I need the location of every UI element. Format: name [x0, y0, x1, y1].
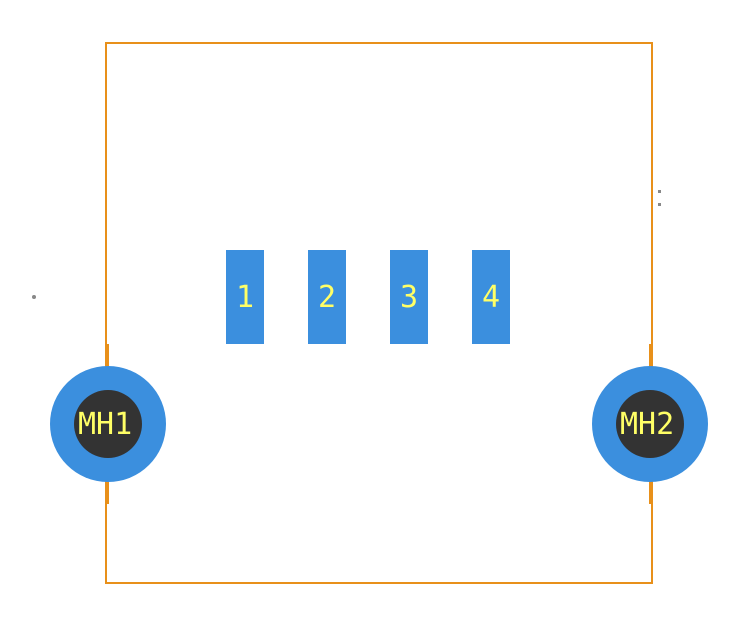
marker-dot-0: [32, 295, 36, 299]
pcb-footprint-canvas: 1 2 3 4 MH1 MH2: [0, 0, 751, 632]
marker-square-0: [658, 190, 661, 193]
component-outline: [105, 42, 653, 584]
pad-1: 1: [226, 250, 264, 344]
pad-label-1: 1: [236, 280, 254, 315]
marker-square-1: [658, 203, 661, 206]
pad-2: 2: [308, 250, 346, 344]
pad-label-3: 3: [400, 280, 418, 315]
pad-label-4: 4: [482, 280, 500, 315]
mounting-hole-label-2: MH2: [620, 407, 674, 442]
pad-3: 3: [390, 250, 428, 344]
pad-label-2: 2: [318, 280, 336, 315]
pad-4: 4: [472, 250, 510, 344]
mounting-hole-label-1: MH1: [78, 407, 132, 442]
